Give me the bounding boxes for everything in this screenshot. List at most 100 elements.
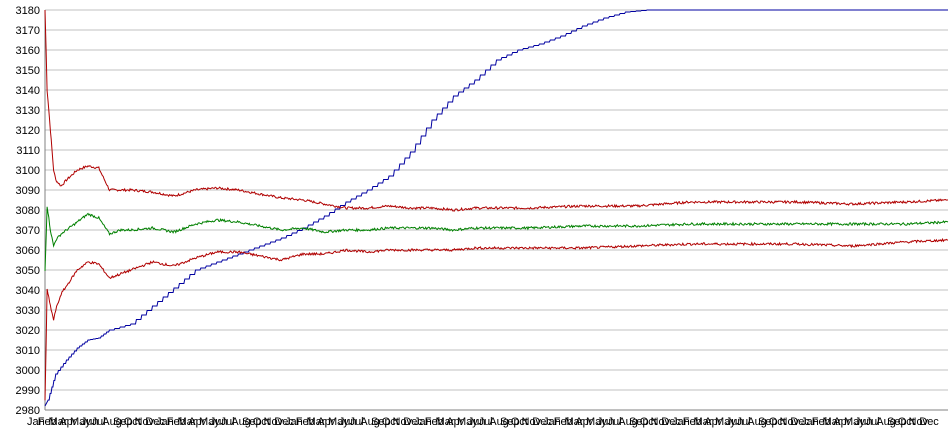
x-tick-label: May xyxy=(457,416,478,428)
y-tick-label: 3120 xyxy=(16,125,40,137)
x-tick-label: May xyxy=(199,416,220,428)
x-tick-label: Aug xyxy=(489,416,509,428)
x-tick-label: Sep xyxy=(629,416,649,428)
x-tick-label: Nov xyxy=(393,416,413,428)
x-tick-label: Dec xyxy=(790,416,810,428)
x-tick-label: Apr xyxy=(59,416,76,428)
y-tick-label: 3080 xyxy=(16,205,40,217)
y-tick-label: 3050 xyxy=(16,265,40,277)
x-tick-label: Jun xyxy=(339,416,357,428)
y-tick-label: 3020 xyxy=(16,325,40,337)
x-tick-label: Apr xyxy=(446,416,463,428)
x-tick-label: Jun xyxy=(597,416,615,428)
x-tick-label: Nov xyxy=(651,416,671,428)
x-tick-label: Nov xyxy=(780,416,800,428)
x-tick-label: Sep xyxy=(371,416,391,428)
y-tick-label: 3100 xyxy=(16,165,40,177)
x-tick-label: Oct xyxy=(640,416,657,428)
x-tick-label: Jan xyxy=(543,416,561,428)
y-tick-label: 3150 xyxy=(16,65,40,77)
x-tick-label: Nov xyxy=(522,416,542,428)
x-tick-label: May xyxy=(715,416,736,428)
x-tick-label: Oct xyxy=(511,416,528,428)
x-tick-label: Jun xyxy=(81,416,99,428)
y-tick-label: 3180 xyxy=(16,5,40,17)
y-tick-label: 3000 xyxy=(16,365,40,377)
x-tick-label: Jul xyxy=(479,416,493,428)
x-tick-label: Oct xyxy=(898,416,915,428)
x-tick-label: Aug xyxy=(231,416,251,428)
axes xyxy=(44,10,948,411)
x-tick-label: Jan xyxy=(285,416,303,428)
y-tick-label: 3160 xyxy=(16,45,40,57)
y-tick-label: 3110 xyxy=(16,145,40,157)
x-tick-label: Dec xyxy=(274,416,294,428)
x-tick-label: Jan xyxy=(156,416,174,428)
x-tick-label: Jun xyxy=(468,416,486,428)
x-tick-label: Mar xyxy=(307,416,326,428)
series-line-middle xyxy=(44,206,949,272)
x-tick-label: Oct xyxy=(382,416,399,428)
x-tick-label: Jul xyxy=(608,416,622,428)
x-tick-label: Apr xyxy=(317,416,334,428)
x-tick-label: Jun xyxy=(210,416,228,428)
grid-lines xyxy=(45,9,948,411)
x-tick-label: Feb xyxy=(425,416,444,428)
y-tick-labels: 2980 2990 3000 3010 3020 3030 3040 3050 3060 3070… xyxy=(16,5,40,417)
x-tick-label: Jul xyxy=(350,416,364,428)
x-tick-label: Dec xyxy=(145,416,165,428)
x-tick-label: Jan xyxy=(414,416,432,428)
x-tick-label: Aug xyxy=(747,416,767,428)
x-tick-label: Dec xyxy=(661,416,681,428)
x-tick-label: Feb xyxy=(683,416,702,428)
x-tick-label: Dec xyxy=(919,416,939,428)
x-tick-label: Mar xyxy=(823,416,842,428)
x-tick-label: Aug xyxy=(618,416,638,428)
y-tick-label: 2990 xyxy=(16,385,40,397)
x-tick-label: Mar xyxy=(694,416,713,428)
x-tick-label: Mar xyxy=(436,416,455,428)
y-tick-label: 3090 xyxy=(16,185,40,197)
x-tick-label: Jun xyxy=(726,416,744,428)
y-tick-label: 3010 xyxy=(16,345,40,357)
y-tick-label: 3030 xyxy=(16,305,40,317)
x-tick-label: Feb xyxy=(554,416,573,428)
x-tick-label: Jul xyxy=(866,416,880,428)
x-tick-label: Feb xyxy=(812,416,831,428)
x-tick-label: Jan xyxy=(801,416,819,428)
x-tick-label: Sep xyxy=(113,416,133,428)
x-tick-label: Feb xyxy=(38,416,57,428)
x-tick-label: Sep xyxy=(887,416,907,428)
x-tick-label: May xyxy=(328,416,349,428)
x-tick-label: Sep xyxy=(500,416,520,428)
x-tick-label: Apr xyxy=(575,416,592,428)
x-tick-label: May xyxy=(70,416,91,428)
x-tick-label: Mar xyxy=(565,416,584,428)
x-tick-label: Oct xyxy=(769,416,786,428)
x-tick-label: Nov xyxy=(135,416,155,428)
x-tick-label: Dec xyxy=(403,416,423,428)
x-tick-label: Nov xyxy=(264,416,284,428)
series-line-cumulative xyxy=(44,9,948,407)
series-lines xyxy=(44,9,949,407)
series-line-upper xyxy=(44,9,948,212)
x-tick-label: Sep xyxy=(242,416,262,428)
series-line-lower xyxy=(44,237,948,401)
x-tick-label: Aug xyxy=(360,416,380,428)
x-tick-label: Apr xyxy=(833,416,850,428)
x-tick-labels: JanFebMarAprMayJunJulAugSepOctNovDecJanF… xyxy=(27,416,939,428)
x-tick-label: Dec xyxy=(532,416,552,428)
x-tick-label: Mar xyxy=(178,416,197,428)
y-tick-label: 3070 xyxy=(16,225,40,237)
y-tick-label: 2980 xyxy=(16,405,40,417)
y-tick-label: 3170 xyxy=(16,25,40,37)
x-tick-label: Jan xyxy=(672,416,690,428)
x-tick-label: Nov xyxy=(909,416,929,428)
x-tick-label: Jul xyxy=(737,416,751,428)
x-tick-label: May xyxy=(844,416,865,428)
x-tick-label: Jun xyxy=(855,416,873,428)
x-tick-label: Aug xyxy=(876,416,896,428)
x-tick-label: Jul xyxy=(221,416,235,428)
x-tick-label: Feb xyxy=(296,416,315,428)
